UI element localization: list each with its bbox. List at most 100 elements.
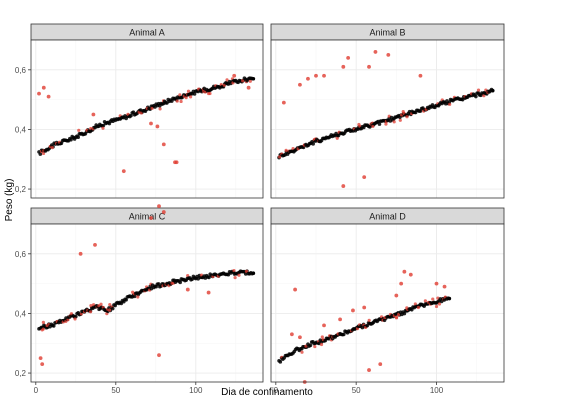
- x-tick-label: 0: [34, 386, 39, 395]
- x-axis-title: Dia de confinamento: [221, 387, 313, 398]
- observed-point: [199, 273, 204, 277]
- trend-point: [251, 76, 256, 81]
- outlier-point: [322, 323, 326, 328]
- outlier-point: [93, 242, 97, 247]
- outlier-point: [38, 356, 43, 361]
- outlier-point: [246, 85, 251, 90]
- outlier-point: [402, 269, 407, 274]
- panel-border: [270, 39, 505, 199]
- observed-point: [184, 96, 188, 100]
- observed-point: [248, 79, 252, 83]
- observed-point: [108, 303, 112, 307]
- outlier-point: [362, 175, 367, 180]
- y-tick-label: 0,6: [15, 66, 27, 75]
- outlier-point: [362, 305, 367, 310]
- observed-point: [179, 99, 183, 104]
- outlier-point: [351, 308, 355, 313]
- outlier-point: [298, 335, 302, 340]
- observed-point: [233, 276, 237, 280]
- outlier-point: [185, 287, 190, 292]
- trend-point: [192, 92, 197, 96]
- observed-point: [476, 88, 481, 92]
- y-tick-label: 0,2: [15, 185, 27, 194]
- outlier-point: [161, 142, 166, 147]
- outlier-point: [322, 73, 326, 78]
- x-tick-label: 100: [189, 386, 203, 395]
- trend-point: [377, 122, 382, 126]
- outlier-point: [121, 169, 126, 174]
- trend-point: [474, 94, 478, 99]
- outlier-point: [306, 76, 310, 81]
- x-tick-label: 100: [430, 386, 444, 395]
- observed-point: [189, 95, 193, 99]
- outlier-point: [418, 73, 423, 78]
- observed-point: [150, 106, 154, 110]
- outlier-point: [341, 64, 346, 69]
- observed-point: [241, 79, 245, 83]
- outlier-point: [408, 272, 413, 277]
- outlier-point: [232, 73, 237, 78]
- trend-point: [38, 152, 43, 156]
- x-tick-label: 0: [274, 386, 279, 395]
- outlier-point: [149, 121, 153, 126]
- trend-point: [156, 282, 161, 286]
- panel-background: [271, 224, 504, 382]
- outlier-point: [367, 368, 371, 372]
- outlier-point: [394, 293, 399, 298]
- observed-point: [107, 308, 112, 312]
- panel-background: [31, 40, 263, 198]
- observed-point: [394, 315, 399, 319]
- observed-point: [225, 78, 229, 82]
- panel-border: [30, 223, 264, 383]
- trend-point: [76, 135, 80, 140]
- outlier-point: [341, 184, 346, 188]
- outlier-point: [378, 362, 383, 367]
- observed-point: [99, 302, 103, 306]
- observed-point: [41, 327, 45, 331]
- y-tick-label: 0,4: [15, 125, 27, 134]
- observed-point: [89, 304, 93, 308]
- trend-point: [101, 123, 106, 128]
- outlier-point: [37, 91, 41, 96]
- trend-point: [447, 296, 452, 301]
- outlier-point: [41, 85, 46, 90]
- observed-point: [405, 115, 409, 119]
- trend-point: [124, 297, 128, 302]
- trend-point: [402, 311, 407, 316]
- observed-point: [367, 318, 371, 323]
- trend-point: [170, 99, 174, 103]
- observed-point: [73, 317, 77, 321]
- outlier-point: [161, 210, 166, 214]
- outlier-point: [399, 281, 404, 286]
- strip-label: Animal D: [369, 212, 406, 222]
- observed-point: [320, 335, 324, 339]
- strip-label: Animal C: [129, 212, 166, 222]
- observed-point: [136, 295, 140, 299]
- x-tick-label: 50: [111, 386, 120, 395]
- panel-border: [270, 223, 505, 383]
- observed-point: [313, 344, 317, 349]
- y-axis-title: Peso (kg): [4, 179, 15, 222]
- observed-point: [423, 299, 427, 303]
- outlier-point: [346, 55, 351, 60]
- trend-point: [178, 280, 182, 285]
- observed-point: [91, 303, 96, 307]
- observed-point: [41, 320, 45, 324]
- outlier-point: [442, 284, 447, 289]
- trend-point: [110, 306, 115, 311]
- outlier-point: [293, 287, 298, 292]
- observed-point: [237, 273, 241, 277]
- observed-point: [66, 318, 70, 322]
- observed-point: [158, 107, 162, 111]
- observed-point: [50, 146, 54, 150]
- strip-label: Animal B: [369, 28, 405, 38]
- outlier-point: [174, 160, 179, 165]
- trend-point: [278, 360, 283, 364]
- outlier-point: [206, 290, 211, 295]
- observed-point: [371, 124, 375, 129]
- observed-point: [392, 120, 396, 124]
- observed-point: [482, 94, 486, 98]
- outlier-point: [157, 353, 161, 358]
- trend-point: [308, 343, 313, 348]
